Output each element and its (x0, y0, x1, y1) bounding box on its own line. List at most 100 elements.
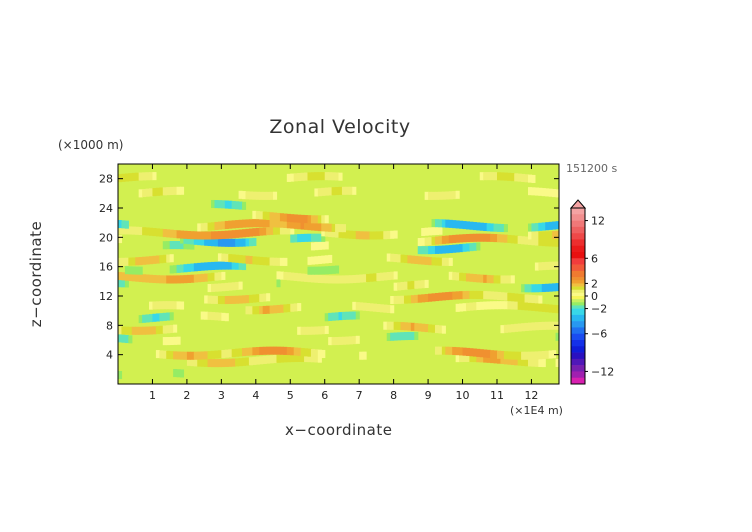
field-cell (197, 237, 202, 246)
field-cell (541, 359, 546, 368)
colorbar-swatch (571, 208, 585, 215)
field-cell (245, 191, 250, 200)
field-cell (486, 275, 491, 284)
field-cell (555, 238, 559, 247)
field-cell (510, 356, 515, 366)
field-cell (162, 241, 167, 250)
field-cell (552, 283, 557, 292)
x-tick-label: 1 (149, 389, 156, 402)
field-cell (414, 255, 419, 265)
field-cell (321, 187, 326, 196)
field-cell (283, 346, 288, 355)
field-cell (149, 274, 154, 283)
field-cell (166, 229, 171, 238)
field-cell (238, 219, 243, 228)
field-cell (248, 219, 253, 228)
field-cell (407, 331, 412, 341)
field-cell (169, 265, 174, 274)
field-cell (162, 301, 167, 310)
field-cell (176, 186, 181, 195)
field-cell (493, 172, 498, 181)
field-cell (204, 311, 209, 320)
field-cell (341, 336, 346, 345)
field-cell (252, 256, 257, 265)
field-cell (452, 272, 457, 281)
field-cell (431, 257, 436, 266)
field-cell (159, 301, 164, 310)
field-cell (476, 354, 481, 363)
field-cell (286, 304, 291, 313)
field-cell (121, 226, 126, 235)
field-cell (300, 273, 305, 282)
field-cell (211, 350, 216, 359)
field-cell (138, 315, 143, 324)
x-axis-unit-label: (×1E4 m) (510, 404, 563, 417)
colorbar-swatch (571, 299, 585, 303)
field-cell (231, 358, 236, 367)
field-cell (476, 301, 481, 311)
field-cell (118, 174, 123, 183)
field-cell (224, 253, 229, 262)
field-cell (276, 271, 281, 280)
field-cell (169, 241, 174, 250)
field-cell (242, 295, 247, 304)
field-cell (390, 305, 395, 314)
field-cell (545, 238, 550, 247)
field-cell (531, 351, 536, 360)
field-cell (124, 226, 129, 235)
colorbar-swatch (571, 220, 585, 228)
field-cell (245, 255, 250, 264)
field-cell (507, 324, 512, 333)
field-cell (238, 358, 243, 367)
field-cell (486, 349, 491, 358)
field-cell (183, 230, 188, 239)
field-cell (531, 223, 536, 232)
field-cell (235, 358, 240, 367)
field-cell (276, 354, 281, 363)
field-cell (238, 238, 243, 247)
field-cell (228, 295, 233, 304)
field-cell (338, 275, 343, 284)
field-cell (266, 211, 271, 220)
field-cell (472, 274, 477, 283)
field-cell (248, 294, 253, 303)
field-cell (345, 275, 350, 284)
field-cell (255, 294, 260, 303)
field-cell (521, 323, 526, 332)
field-cell (531, 174, 536, 183)
field-cell (524, 284, 529, 293)
field-cell (459, 303, 464, 312)
x-tick-label: 9 (425, 389, 432, 402)
field-cell (500, 234, 505, 243)
field-cell (221, 358, 226, 368)
field-cell (407, 295, 412, 304)
field-cell (531, 302, 536, 311)
field-cell (135, 226, 140, 235)
field-cell (462, 353, 467, 363)
field-cell (145, 256, 150, 265)
field-cell (155, 313, 160, 322)
field-cell (149, 227, 154, 236)
field-cell (266, 257, 271, 266)
field-cell (324, 228, 329, 237)
field-cell (459, 244, 464, 253)
field-cell (142, 227, 147, 236)
field-cell (190, 231, 195, 240)
field-cell (452, 291, 457, 300)
field-cell (128, 226, 133, 235)
plot-background (118, 164, 559, 384)
field-cell (128, 326, 133, 335)
field-cell (228, 349, 233, 358)
field-cell (390, 321, 395, 330)
field-cell (266, 219, 271, 228)
field-cell (496, 223, 502, 232)
field-cell (276, 304, 281, 314)
field-cell (441, 257, 446, 266)
field-cell (496, 301, 502, 310)
field-cell (124, 326, 129, 335)
field-cell (538, 237, 543, 246)
field-cell (424, 227, 429, 236)
field-cell (276, 212, 281, 221)
field-cell (283, 257, 288, 266)
field-cell (121, 173, 126, 182)
